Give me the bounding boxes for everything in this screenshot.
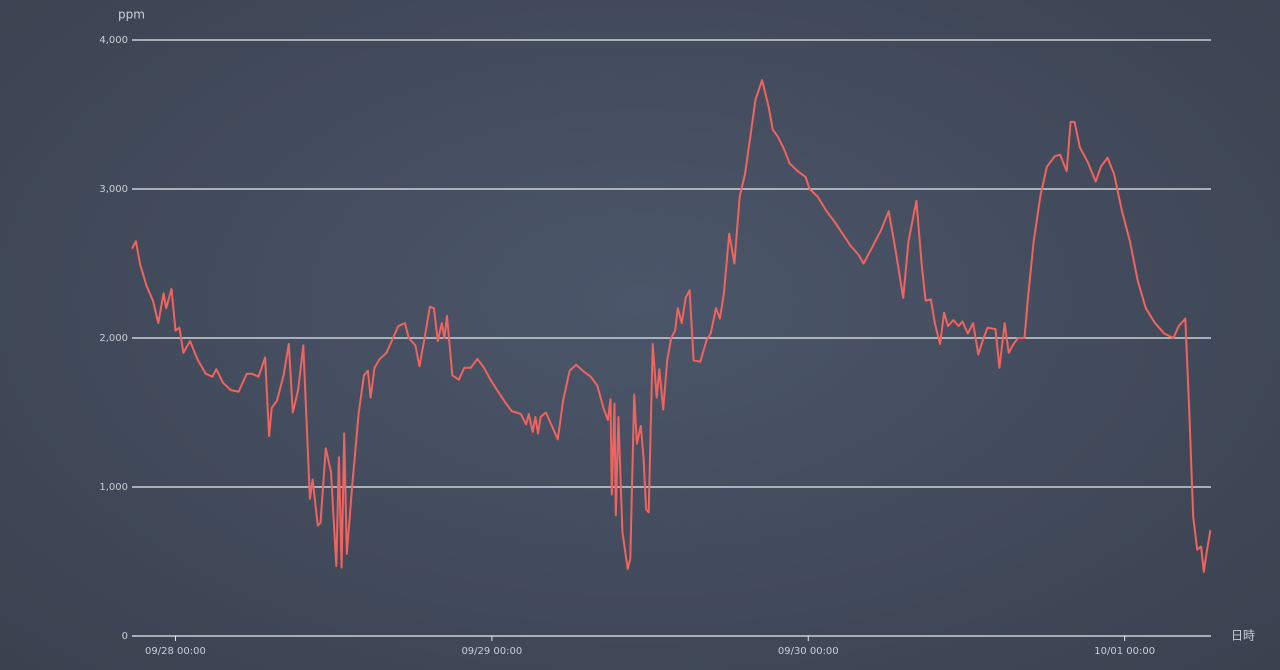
y-tick-label: 4,000 (99, 35, 128, 46)
x-axis-label: 日時 (1231, 629, 1255, 643)
y-tick-label: 3,000 (99, 184, 128, 195)
y-tick-label: 2,000 (99, 333, 128, 344)
x-tick-label: 09/28 00:00 (145, 646, 206, 657)
y-tick-label: 0 (122, 631, 128, 642)
y-axis-label: ppm (118, 8, 145, 22)
x-tick-label: 09/30 00:00 (778, 646, 839, 657)
y-tick-label: 1,000 (99, 482, 128, 493)
x-tick-label: 09/29 00:00 (461, 646, 522, 657)
x-tick-label: 10/01 00:00 (1094, 646, 1155, 657)
data-line (131, 79, 1212, 573)
